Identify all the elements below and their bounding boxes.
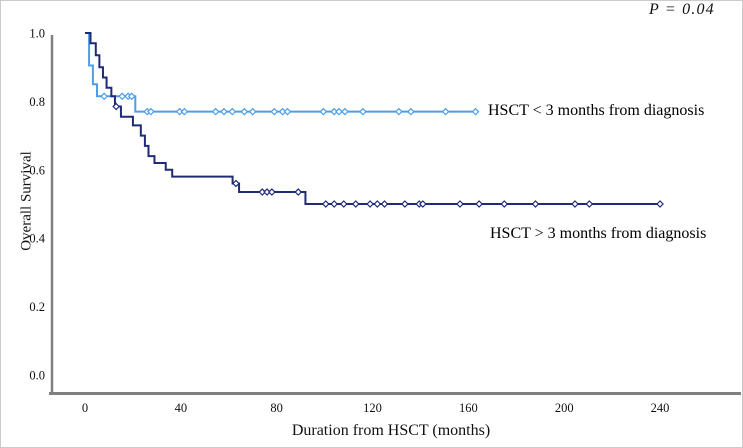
x-tick-label: 80 <box>270 401 283 415</box>
censor-mark-series-2 <box>656 200 664 208</box>
censor-mark-series-2 <box>418 200 427 208</box>
censor-mark-series-1 <box>319 107 328 116</box>
censor-mark-series-1 <box>228 107 237 116</box>
x-tick-label: 160 <box>459 401 478 415</box>
x-tick-label: 240 <box>651 401 670 415</box>
censor-mark-series-1 <box>395 107 403 116</box>
x-axis-title: Duration from HSCT (months) <box>291 422 491 439</box>
censor-mark-series-2 <box>373 200 382 208</box>
censor-mark-series-1 <box>471 107 480 116</box>
censor-mark-series-1 <box>248 107 257 116</box>
censor-mark-series-2 <box>531 200 540 208</box>
censor-mark-series-1 <box>407 107 415 116</box>
x-tick-label: 120 <box>363 401 382 415</box>
y-axis-title: Overall Survival <box>18 151 35 251</box>
series-label-hsct-lt-3-months: HSCT < 3 months from diagnosis <box>488 102 705 119</box>
censor-mark-series-2 <box>456 200 464 208</box>
censor-mark-series-2 <box>112 102 120 111</box>
x-tick-label: 40 <box>175 401 188 415</box>
y-tick-label: 1.0 <box>29 27 45 41</box>
censor-mark-series-2 <box>571 200 579 208</box>
censor-mark-series-1 <box>180 107 189 116</box>
censor-mark-series-1 <box>211 107 220 116</box>
censor-mark-series-1 <box>220 107 228 116</box>
censor-mark-series-1 <box>100 92 109 101</box>
censor-mark-series-2 <box>585 200 594 208</box>
y-tick-label: 0.8 <box>29 95 45 109</box>
censor-mark-series-1 <box>359 107 367 116</box>
censor-mark-series-2 <box>232 179 240 188</box>
censor-mark-series-1 <box>341 107 349 116</box>
censor-mark-series-1 <box>118 92 126 101</box>
censor-mark-series-2 <box>380 200 389 208</box>
censor-mark-series-2 <box>500 200 509 208</box>
x-tick-label: 200 <box>555 401 574 415</box>
censor-mark-series-1 <box>335 107 343 116</box>
x-tick-label: 0 <box>82 401 88 415</box>
censor-mark-series-2 <box>366 200 374 208</box>
p-value-annotation: P = 0.04 <box>649 1 715 18</box>
km-curve-series-1 <box>85 32 476 113</box>
y-tick-label: 0.4 <box>29 232 45 246</box>
censor-mark-series-1 <box>441 107 450 116</box>
censor-mark-series-1 <box>283 107 292 116</box>
censor-mark-series-2 <box>475 200 483 208</box>
censor-mark-series-2 <box>339 200 348 208</box>
censor-mark-series-1 <box>147 107 155 116</box>
censor-mark-series-1 <box>270 107 279 116</box>
y-tick-label: 0.2 <box>29 300 45 314</box>
censor-mark-series-1 <box>127 92 136 101</box>
km-curve-series-2 <box>85 32 661 205</box>
censor-mark-series-2 <box>401 200 409 208</box>
y-tick-label: 0.0 <box>29 369 45 383</box>
censor-mark-series-2 <box>351 200 360 208</box>
series-label-hsct-gt-3-months: HSCT > 3 months from diagnosis <box>490 225 707 242</box>
censor-mark-series-2 <box>321 200 330 208</box>
censor-mark-series-2 <box>330 200 339 208</box>
censor-mark-series-2 <box>294 188 303 196</box>
y-tick-label: 0.6 <box>29 163 45 177</box>
censor-mark-series-1 <box>240 107 249 116</box>
censor-mark-series-2 <box>268 188 276 196</box>
